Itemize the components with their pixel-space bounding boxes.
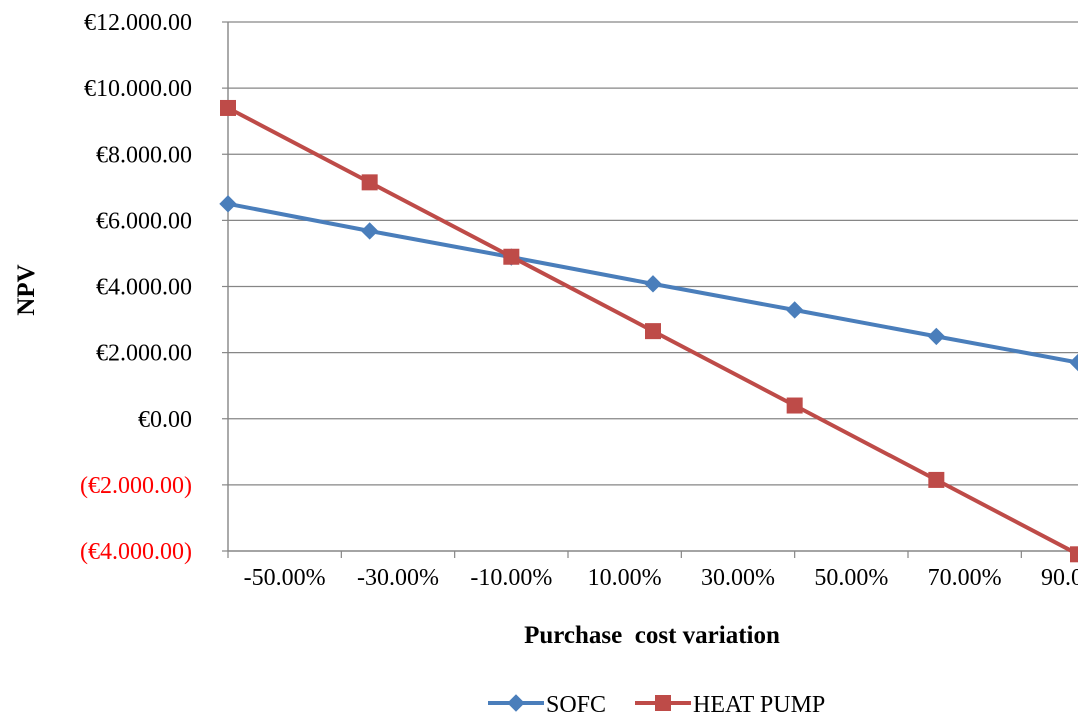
data-point-sofc xyxy=(1069,353,1078,372)
data-point-sofc xyxy=(644,275,662,293)
legend: SOFC HEAT PUMP xyxy=(488,692,825,718)
y-axis-title: NPV xyxy=(13,264,40,315)
x-tick-label: 50.00% xyxy=(814,565,888,591)
legend-item-heat-pump: HEAT PUMP xyxy=(635,692,825,718)
y-tick-label: (€2.000.00) xyxy=(80,473,192,499)
x-tick-label: 90.00% xyxy=(1041,565,1078,591)
data-point-heat-pump xyxy=(220,99,236,116)
data-point-sofc xyxy=(927,327,946,346)
series xyxy=(219,99,1078,563)
data-point-sofc xyxy=(219,195,237,213)
x-tick-label: -10.00% xyxy=(470,565,552,591)
x-tick-label: -50.00% xyxy=(244,565,326,591)
gridlines xyxy=(228,21,1078,486)
data-point-heat-pump xyxy=(1070,546,1078,563)
y-tick-label: €12.000.00 xyxy=(84,10,192,36)
legend-marker-sofc xyxy=(507,694,525,712)
y-tick-label: €6.000.00 xyxy=(96,208,192,234)
x-tick-label: 70.00% xyxy=(928,565,1002,591)
data-point-heat-pump xyxy=(503,248,520,265)
x-axis-title: Purchase cost variation xyxy=(524,622,780,649)
data-point-sofc xyxy=(785,301,804,319)
y-tick-labels: €12.000.00 €10.000.00 €8.000.00 €6.000.00 €4… xyxy=(80,10,192,565)
y-tick-label: €0.00 xyxy=(138,407,192,433)
data-point-sofc xyxy=(360,222,379,240)
y-tick-label: €4.000.00 xyxy=(96,275,192,301)
x-tick-label: 30.00% xyxy=(701,565,775,591)
legend-marker-heat-pump xyxy=(655,695,671,711)
y-tick-label: €8.000.00 xyxy=(96,142,192,168)
data-point-heat-pump xyxy=(361,174,378,191)
legend-item-sofc: SOFC xyxy=(488,692,606,718)
legend-label-sofc: SOFC xyxy=(546,692,606,718)
axes xyxy=(222,21,1078,558)
y-tick-label: (€4.000.00) xyxy=(80,539,192,565)
data-point-heat-pump xyxy=(928,471,945,488)
data-point-heat-pump xyxy=(786,397,803,414)
x-tick-label: 10.00% xyxy=(588,565,662,591)
y-tick-label: €10.000.00 xyxy=(84,76,192,102)
legend-label-heat-pump: HEAT PUMP xyxy=(693,692,825,718)
x-tick-label: -30.00% xyxy=(357,565,439,591)
data-point-heat-pump xyxy=(645,323,661,340)
y-tick-label: €2.000.00 xyxy=(96,341,192,367)
x-tick-labels: -50.00% -30.00% -10.00% 10.00% 30.00% 50.00% 7… xyxy=(244,565,1078,591)
